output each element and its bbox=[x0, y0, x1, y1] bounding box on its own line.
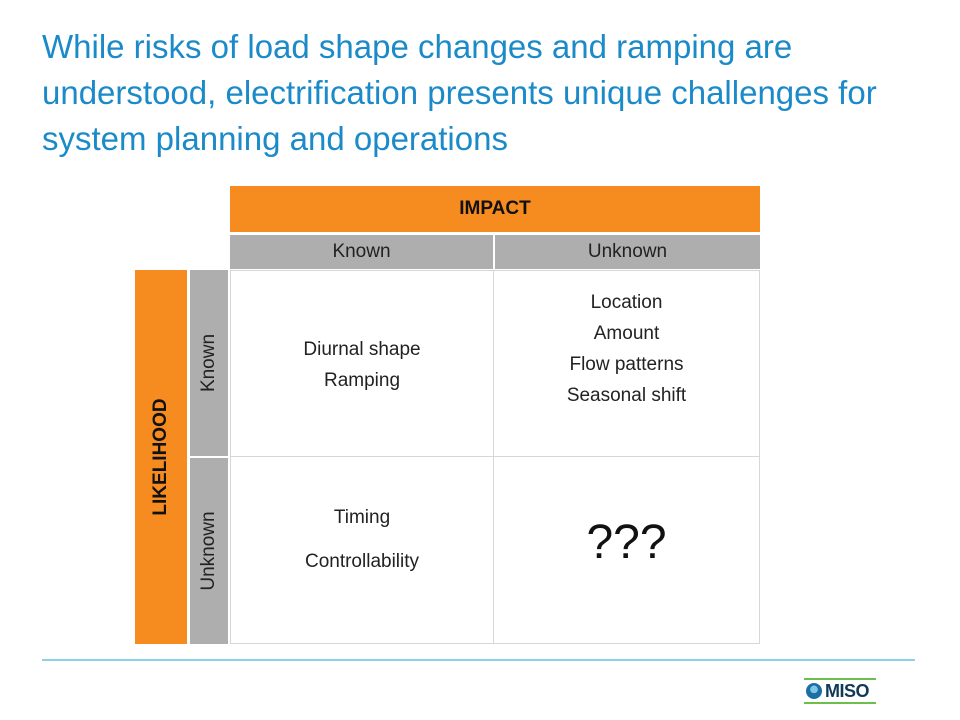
cell-unknown-unknown: ??? bbox=[493, 456, 760, 644]
impact-label: IMPACT bbox=[459, 198, 531, 219]
impact-col-known-label: Known bbox=[332, 241, 391, 262]
cell-text: Location bbox=[590, 291, 663, 313]
likelihood-row-unknown: Unknown bbox=[190, 458, 228, 644]
cell-text: Diurnal shape bbox=[303, 338, 421, 360]
slide-title: While risks of load shape changes and ra… bbox=[42, 28, 877, 157]
cell-known-unknown: Location Amount Flow patterns Seasonal s… bbox=[493, 270, 760, 457]
cell-text: Amount bbox=[593, 322, 660, 344]
impact-col-unknown-label: Unknown bbox=[587, 241, 668, 262]
footer-divider bbox=[42, 659, 915, 661]
cell-text: Ramping bbox=[323, 369, 401, 391]
impact-col-unknown: Unknown bbox=[495, 235, 760, 269]
impact-header: IMPACT bbox=[230, 186, 760, 232]
impact-col-known: Known bbox=[230, 235, 493, 269]
cell-known-known: Diurnal shape Ramping bbox=[230, 270, 494, 457]
cell-text: Controllability bbox=[304, 551, 420, 572]
logo-text: MISO bbox=[825, 680, 870, 701]
cell-text: Seasonal shift bbox=[566, 384, 687, 406]
unknown-unknown-text: ??? bbox=[586, 516, 667, 569]
globe-icon bbox=[806, 683, 822, 699]
cell-text: Flow patterns bbox=[569, 353, 684, 375]
miso-logo: MISO bbox=[804, 678, 876, 704]
likelihood-label: LIKELIHOOD bbox=[150, 398, 171, 516]
likelihood-row-unknown-label: Unknown bbox=[198, 511, 219, 591]
likelihood-row-known: Known bbox=[190, 270, 228, 456]
cell-unknown-known: Timing Controllability bbox=[230, 456, 494, 644]
likelihood-row-known-label: Known bbox=[198, 333, 219, 393]
cell-text: Timing bbox=[333, 507, 391, 528]
likelihood-header: LIKELIHOOD bbox=[135, 270, 187, 644]
